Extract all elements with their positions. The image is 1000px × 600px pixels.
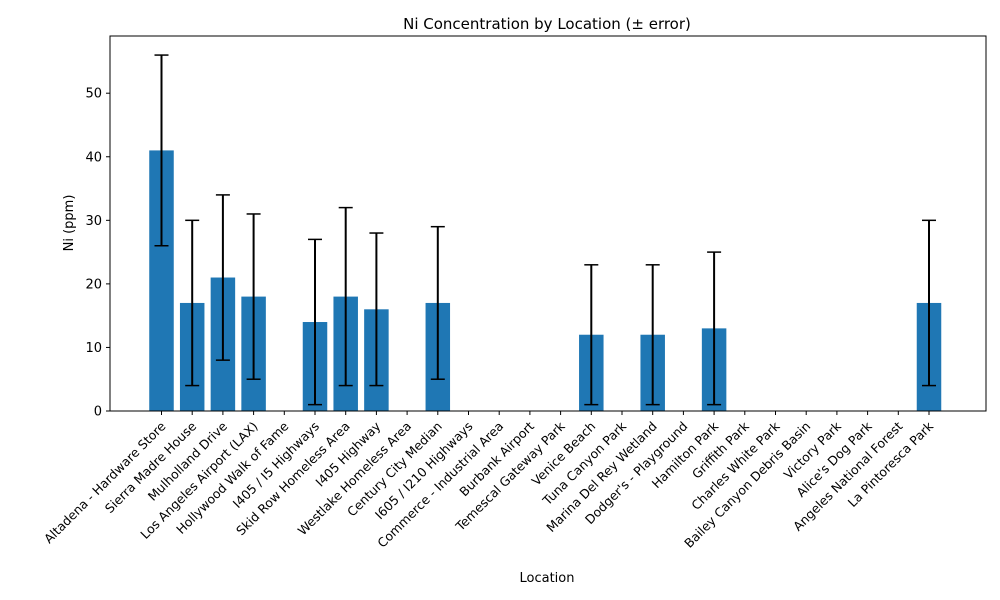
- error-bar: [645, 264, 660, 406]
- error-bar: [430, 225, 445, 380]
- error-bar: [246, 213, 261, 380]
- error-bar: [369, 232, 384, 387]
- bars-layer: [149, 150, 942, 411]
- error-bars-layer: [154, 54, 936, 406]
- error-bar: [338, 206, 353, 387]
- error-bar: [308, 238, 322, 406]
- y-tick-label: 10: [85, 341, 102, 356]
- y-tick-label: 0: [94, 405, 102, 420]
- error-bar: [584, 264, 599, 406]
- y-tick-label: 50: [85, 87, 102, 102]
- y-tick-label: 30: [85, 214, 102, 229]
- error-bar: [707, 251, 722, 406]
- y-axis-label: Ni (ppm): [62, 195, 77, 252]
- y-axis: 0 10 20 30 40 50: [85, 87, 110, 420]
- chart-title: Ni Concentration by Location (± error): [403, 15, 691, 33]
- error-bar: [215, 194, 230, 361]
- x-axis-label: Location: [520, 571, 575, 586]
- error-bar: [154, 54, 169, 247]
- y-tick-label: 40: [85, 150, 102, 165]
- plot-frame: [109, 35, 987, 412]
- error-bar: [922, 219, 936, 387]
- y-tick-label: 20: [85, 277, 102, 292]
- error-bar: [185, 219, 200, 387]
